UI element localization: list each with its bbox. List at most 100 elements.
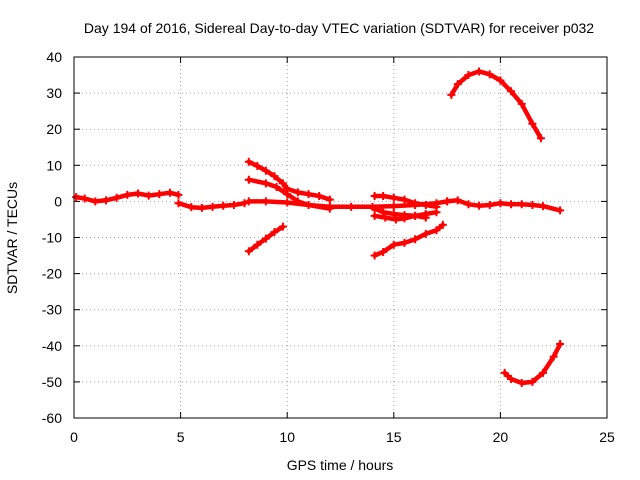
- data-point: [379, 191, 388, 200]
- data-point: [370, 204, 379, 213]
- data-point: [155, 190, 164, 199]
- data-point: [144, 191, 153, 200]
- data-point: [244, 247, 253, 256]
- y-axis-label: SDTVAR / TECUs: [4, 182, 20, 294]
- data-point: [528, 377, 537, 386]
- data-point: [293, 197, 302, 206]
- data-point: [91, 197, 100, 206]
- data-point: [528, 201, 537, 210]
- data-point: [370, 251, 379, 260]
- data-point: [556, 339, 565, 348]
- axis-ticks: 0 5 10 15 20 25 -60 -50 -40 -30 -20 -10 0 10 20 30 40: [42, 49, 615, 445]
- data-point: [244, 175, 253, 184]
- data-point: [475, 67, 484, 76]
- data-point: [112, 193, 121, 202]
- data-point: [432, 208, 441, 217]
- data-series: [72, 67, 565, 387]
- y-tick-label: -10: [42, 230, 62, 246]
- x-tick-label: 5: [177, 429, 185, 445]
- y-tick-label: -20: [42, 266, 62, 282]
- data-point: [496, 199, 505, 208]
- data-point: [453, 80, 462, 89]
- x-axis-label: GPS time / hours: [287, 457, 394, 473]
- data-point: [464, 71, 473, 80]
- data-point: [283, 198, 292, 207]
- data-point: [517, 378, 526, 387]
- data-point: [304, 190, 313, 199]
- data-point: [517, 99, 526, 108]
- data-point: [379, 208, 388, 217]
- data-point: [507, 375, 516, 384]
- data-point: [400, 214, 409, 223]
- data-point: [219, 201, 228, 210]
- data-point: [174, 199, 183, 208]
- series-arc-peak: [447, 67, 545, 143]
- x-tick-label: 10: [279, 429, 295, 445]
- data-point: [370, 211, 379, 220]
- data-point: [400, 195, 409, 204]
- chart-title: Day 194 of 2016, Sidereal Day-to-day VTE…: [84, 20, 594, 36]
- data-point: [165, 188, 174, 197]
- data-point: [261, 179, 270, 188]
- y-tick-label: 20: [46, 121, 62, 137]
- y-tick-label: 0: [54, 193, 62, 209]
- data-point: [304, 201, 313, 210]
- data-point: [270, 172, 279, 181]
- data-point: [197, 203, 206, 212]
- data-point: [475, 201, 484, 210]
- data-point: [464, 200, 473, 209]
- data-point: [447, 90, 456, 99]
- data-point: [240, 199, 249, 208]
- data-point: [253, 162, 262, 171]
- y-tick-label: -50: [42, 374, 62, 390]
- y-tick-label: 30: [46, 85, 62, 101]
- data-point: [391, 215, 400, 224]
- y-tick-label: -40: [42, 338, 62, 354]
- data-point: [174, 190, 183, 199]
- x-tick-label: 25: [599, 429, 615, 445]
- data-point: [261, 234, 270, 243]
- data-point: [443, 197, 452, 206]
- data-point: [270, 228, 279, 237]
- y-tick-label: 10: [46, 157, 62, 173]
- series-arc-diag-2: [370, 220, 447, 260]
- data-point: [528, 119, 537, 128]
- data-point: [379, 247, 388, 256]
- data-point: [208, 202, 217, 211]
- series-arc-main-2: [174, 199, 249, 212]
- data-point: [244, 157, 253, 166]
- series-arc-upper-1: [244, 157, 334, 204]
- data-point: [325, 195, 334, 204]
- y-tick-label: -60: [42, 410, 62, 426]
- data-point: [421, 210, 430, 219]
- data-point: [187, 203, 196, 212]
- data-point: [229, 201, 238, 210]
- data-point: [261, 166, 270, 175]
- y-tick-label: 40: [46, 49, 62, 65]
- data-point: [549, 352, 558, 361]
- data-point: [389, 193, 398, 202]
- data-point: [485, 201, 494, 210]
- series-arc-main-4: [443, 196, 565, 215]
- data-point: [539, 368, 548, 377]
- x-tick-label: 20: [493, 429, 509, 445]
- data-point: [315, 191, 324, 200]
- series-arc-diag-1: [244, 222, 287, 256]
- data-point: [432, 226, 441, 235]
- data-point: [389, 210, 398, 219]
- data-point: [411, 199, 420, 208]
- data-point: [389, 240, 398, 249]
- y-tick-label: -30: [42, 302, 62, 318]
- data-point: [253, 240, 262, 249]
- series-line: [449, 69, 544, 141]
- series-arc-upper-3: [370, 191, 441, 211]
- data-point: [244, 197, 253, 206]
- data-point: [293, 188, 302, 197]
- data-point: [72, 193, 81, 202]
- data-point: [381, 213, 390, 222]
- data-point: [133, 189, 142, 198]
- data-point: [370, 191, 379, 200]
- plot-frame: [73, 56, 608, 419]
- series-arc-trough: [500, 339, 565, 387]
